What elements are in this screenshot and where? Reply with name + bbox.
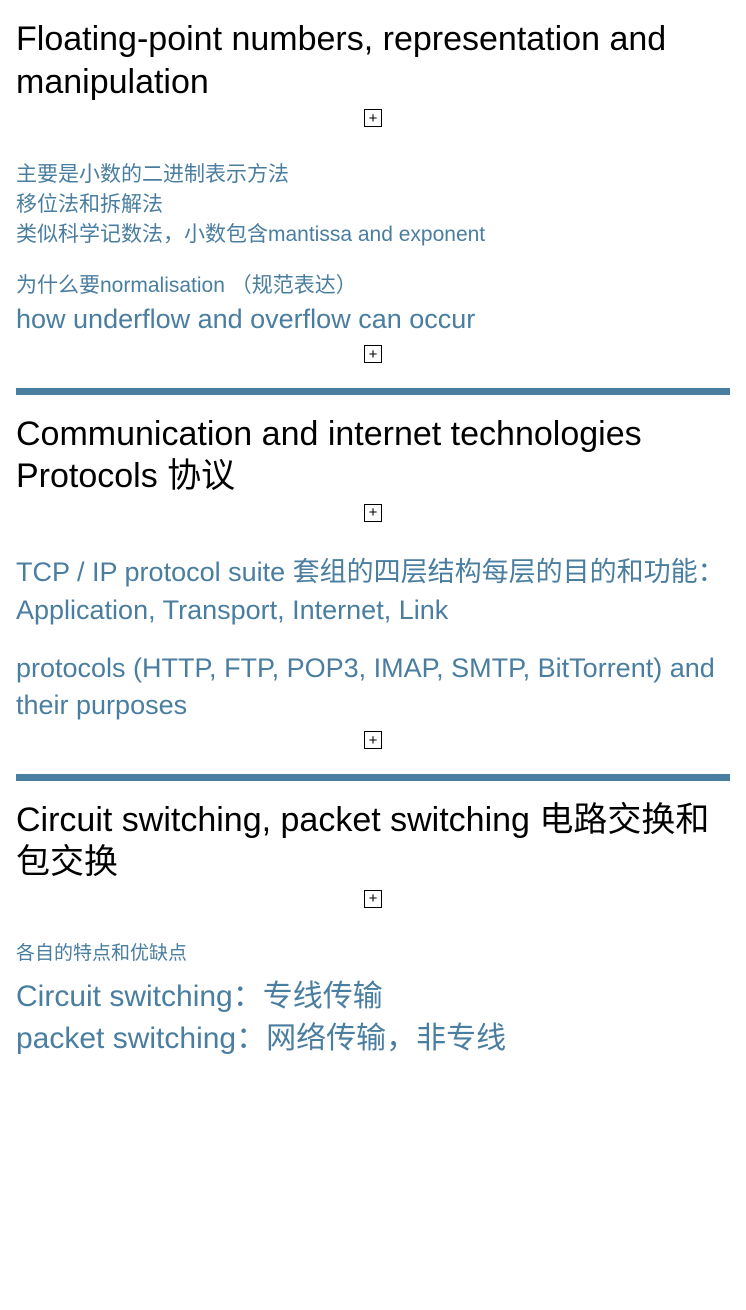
expand-row: + [16, 890, 730, 909]
note-line: 移位法和拆解法 [16, 190, 730, 220]
note-line: 为什么要normalisation （规范表达） [16, 271, 730, 301]
section-floating-point: Floating-point numbers, representation a… [16, 18, 730, 364]
expand-icon[interactable]: + [364, 504, 382, 522]
expand-icon[interactable]: + [364, 731, 382, 749]
section-protocols: Communication and internet technologies … [16, 413, 730, 750]
note-line: 各自的特点和优缺点 [16, 940, 730, 968]
expand-row: + [16, 345, 730, 364]
section-heading: Circuit switching, packet switching 电路交换… [16, 799, 730, 884]
expand-row: + [16, 109, 730, 128]
note-line: protocols (HTTP, FTP, POP3, IMAP, SMTP, … [16, 650, 730, 726]
section-switching: Circuit switching, packet switching 电路交换… [16, 799, 730, 1060]
expand-icon[interactable]: + [364, 890, 382, 908]
expand-icon[interactable]: + [364, 345, 382, 363]
note-line: Circuit switching：专线传输 [16, 976, 730, 1018]
note-line: packet switching：网络传输，非专线 [16, 1018, 730, 1060]
note-line: TCP / IP protocol suite 套组的四层结构每层的目的和功能：… [16, 554, 730, 630]
expand-row: + [16, 731, 730, 750]
note-line: 类似科学记数法，小数包含mantissa and exponent [16, 220, 730, 250]
section-heading: Floating-point numbers, representation a… [16, 18, 730, 103]
section-divider [16, 388, 730, 395]
section-heading: Communication and internet technologies … [16, 413, 730, 498]
section-divider [16, 774, 730, 781]
note-line: 主要是小数的二进制表示方法 [16, 160, 730, 190]
note-link[interactable]: how underflow and overflow can occur [16, 301, 730, 339]
expand-row: + [16, 504, 730, 523]
expand-icon[interactable]: + [364, 109, 382, 127]
